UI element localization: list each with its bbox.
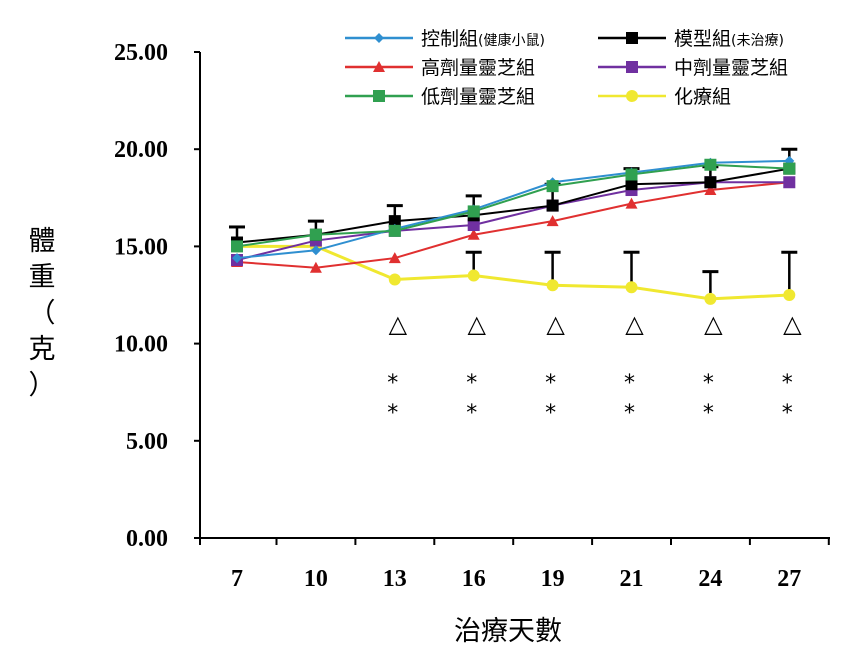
x-tick-label: 13 <box>383 566 407 592</box>
series-line <box>237 244 790 301</box>
data-point <box>704 292 717 305</box>
axes: 0.00 5.00 10.00 15.00 20.00 25.00 7 10 13 16 19 21 2… <box>114 40 830 592</box>
data-point <box>388 224 401 237</box>
data-point <box>232 253 242 264</box>
triangle-annotation: △ <box>546 310 565 338</box>
data-point <box>704 184 717 196</box>
data-point <box>625 197 638 209</box>
legend-item: 控制組(健康小鼠) <box>345 28 545 50</box>
x-tick-label: 24 <box>698 566 722 592</box>
y-tick-label: 10.00 <box>114 332 168 358</box>
data-point <box>388 215 401 228</box>
significance-star: * <box>387 401 398 426</box>
data-point <box>309 228 322 241</box>
legend-marker <box>626 32 638 44</box>
y-tick-label: 0.00 <box>126 526 168 552</box>
legend-label: 高劑量靈芝組 <box>421 57 535 79</box>
data-point <box>467 269 480 282</box>
significance-star: * <box>387 371 398 396</box>
y-tick-label: 20.00 <box>114 137 168 163</box>
data-point <box>546 215 559 227</box>
significance-star: * <box>545 401 556 426</box>
data-point <box>546 199 559 212</box>
y-axis-label-char: 克 <box>29 334 56 365</box>
data-point <box>310 245 321 256</box>
y-axis-label: 體重 （ 克 ） <box>29 226 56 401</box>
data-point <box>704 158 717 171</box>
data-point <box>783 176 796 189</box>
x-axis-label: 治療天數 <box>454 616 562 647</box>
triangle-annotation: △ <box>783 310 802 338</box>
triangle-annotation: △ <box>389 310 408 338</box>
data-point <box>783 162 796 175</box>
data-point <box>388 273 401 286</box>
series-line <box>236 159 790 260</box>
legend-label: 模型組(未治療) <box>674 28 784 50</box>
legend-marker <box>626 61 638 73</box>
series-line <box>236 167 790 244</box>
data-point <box>625 178 638 191</box>
legend-item: 化療組 <box>598 86 731 108</box>
data-point <box>783 289 796 301</box>
legend-item: 高劑量靈芝組 <box>345 57 535 79</box>
y-axis-label-char: 體 <box>29 226 56 257</box>
legend-marker <box>373 61 385 72</box>
data-point <box>231 240 243 253</box>
significance-star: * <box>782 401 793 426</box>
data-point <box>546 279 559 292</box>
x-tick-label: 7 <box>231 566 243 592</box>
data-point <box>704 176 717 189</box>
legend-marker <box>374 33 384 43</box>
significance-star: * <box>703 401 714 426</box>
annotations: △ △ △ △ △ △ * * * * * * * * * * * * <box>387 310 802 426</box>
data-point <box>467 219 480 232</box>
x-tick-label: 27 <box>777 566 801 592</box>
data-point <box>309 261 322 273</box>
triangle-annotation: △ <box>625 310 644 338</box>
legend-item: 模型組(未治療) <box>598 28 784 50</box>
x-tick-label: 10 <box>304 566 328 592</box>
significance-star: * <box>703 371 714 396</box>
legend-label: 低劑量靈芝組 <box>421 86 535 108</box>
legend-label: 控制組(健康小鼠) <box>421 28 545 50</box>
y-tick-label: 15.00 <box>114 234 168 260</box>
y-axis-label-char: （ <box>29 298 56 329</box>
data-point <box>625 168 638 181</box>
legend-marker <box>373 90 385 102</box>
x-tick-label: 21 <box>620 566 644 592</box>
series-line <box>236 163 790 248</box>
triangle-annotation: △ <box>467 310 486 338</box>
x-tick-label: 19 <box>541 566 565 592</box>
legend-item: 低劑量靈芝組 <box>345 86 535 108</box>
significance-star: * <box>545 371 556 396</box>
y-axis-label-char: ） <box>29 370 56 401</box>
significance-star: * <box>624 401 635 426</box>
y-axis-label-char: 重 <box>29 262 56 293</box>
series-group <box>229 147 798 305</box>
triangle-annotation: △ <box>704 310 723 338</box>
significance-star: * <box>466 401 477 426</box>
data-point <box>625 281 638 294</box>
significance-star: * <box>782 371 793 396</box>
significance-star: * <box>624 371 635 396</box>
data-point <box>467 228 480 240</box>
legend-item: 中劑量靈芝組 <box>598 57 788 79</box>
y-tick-label: 25.00 <box>114 40 168 66</box>
series-5 <box>231 158 796 253</box>
y-tick-label: 5.00 <box>126 429 168 455</box>
legend-label: 中劑量靈芝組 <box>674 57 788 79</box>
legend-label: 化療組 <box>674 86 731 108</box>
legend-marker <box>626 90 638 102</box>
data-point <box>388 252 401 264</box>
series-line <box>236 181 790 269</box>
data-point <box>467 205 480 218</box>
x-tick-label: 16 <box>462 566 486 592</box>
data-point <box>546 180 559 193</box>
significance-star: * <box>466 371 477 396</box>
